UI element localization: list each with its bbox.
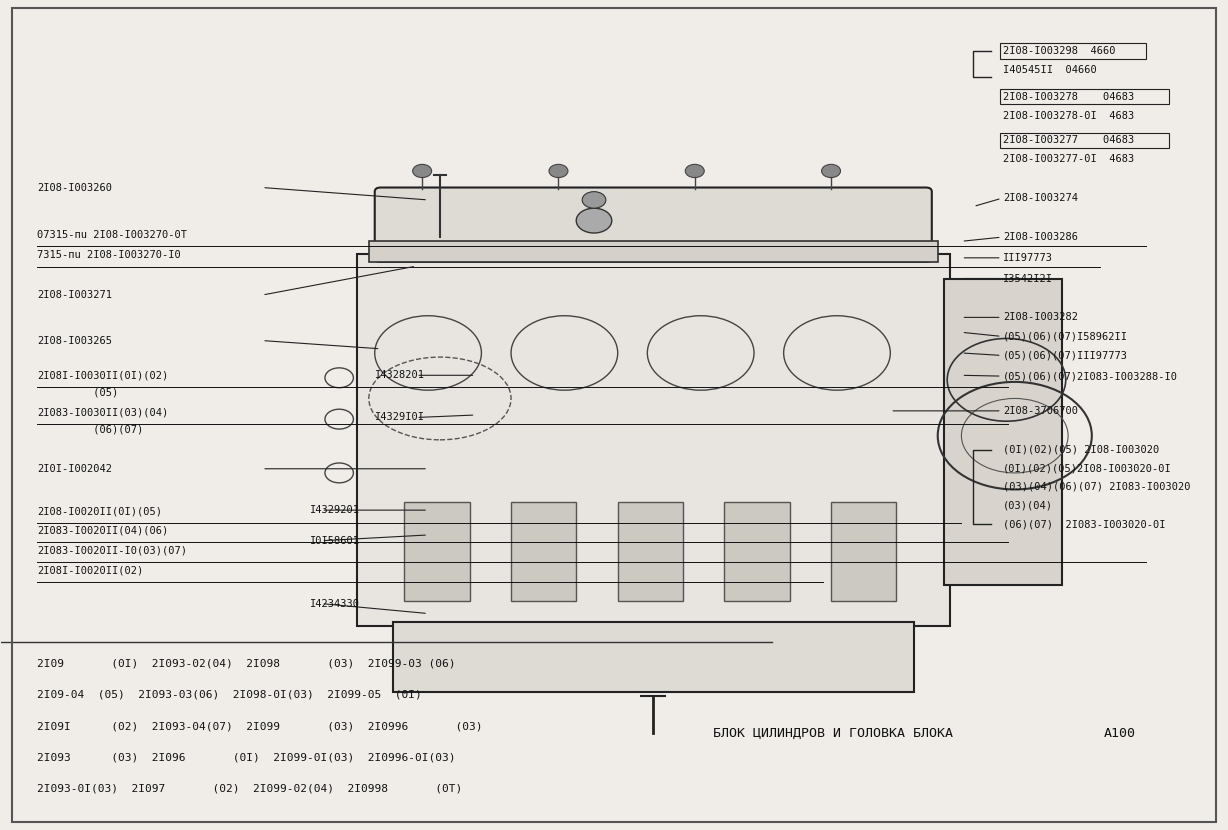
Bar [725,502,790,601]
Text: (0I)(02)(05)2I08-I003020-0I: (0I)(02)(05)2I08-I003020-0I [1003,464,1172,474]
Text: (06)(07)  2I083-I003020-0I: (06)(07) 2I083-I003020-0I [1003,520,1165,530]
Bar [1001,43,1146,59]
Text: (05)(06)(07)I58962II: (05)(06)(07)I58962II [1003,331,1127,341]
Text: 2I08-I003298  4660: 2I08-I003298 4660 [1003,46,1115,56]
Circle shape [685,164,704,178]
Bar [404,502,469,601]
Text: 07315-пu 2I08-I003270-0T: 07315-пu 2I08-I003270-0T [37,230,187,240]
Text: I40545II  04660: I40545II 04660 [1003,65,1097,75]
Text: (03)(04): (03)(04) [1003,501,1052,511]
Text: 2I093-0I(03)  2I097       (02)  2I099-02(04)  2I0998       (0T): 2I093-0I(03) 2I097 (02) 2I099-02(04) 2I0… [37,784,462,794]
Text: I4234330: I4234330 [309,598,360,608]
Text: III97773: III97773 [1003,253,1052,263]
Text: 7315-пu 2I08-I003270-I0: 7315-пu 2I08-I003270-I0 [37,251,181,261]
Bar [831,502,896,601]
FancyBboxPatch shape [943,279,1062,584]
FancyBboxPatch shape [357,254,949,626]
Text: I4329I0I: I4329I0I [375,413,425,422]
Text: 2I093      (03)  2I096       (0I)  2I099-0I(03)  2I0996-0I(03): 2I093 (03) 2I096 (0I) 2I099-0I(03) 2I099… [37,753,456,763]
Circle shape [549,164,567,178]
Text: 2I08-I003286: 2I08-I003286 [1003,232,1078,242]
Circle shape [413,164,431,178]
Text: (05): (05) [37,388,118,398]
Text: 2I08-I003265: 2I08-I003265 [37,335,112,345]
FancyBboxPatch shape [375,188,932,262]
Text: 2I09I      (02)  2I093-04(07)  2I099       (03)  2I0996       (03): 2I09I (02) 2I093-04(07) 2I099 (03) 2I099… [37,721,483,731]
Text: 2I08I-I0020II(02): 2I08I-I0020II(02) [37,565,144,575]
Text: 2I08-I003278-0I  4683: 2I08-I003278-0I 4683 [1003,110,1135,120]
Text: 2I09       (0I)  2I093-02(04)  2I098       (03)  2I099-03 (06): 2I09 (0I) 2I093-02(04) 2I098 (03) 2I099-… [37,658,456,668]
Text: (05)(06)(07)III97773: (05)(06)(07)III97773 [1003,350,1127,360]
Bar [511,502,576,601]
Text: (0I)(02)(05) 2I08-I003020: (0I)(02)(05) 2I08-I003020 [1003,445,1159,455]
Text: 2I08-I003282: 2I08-I003282 [1003,312,1078,322]
Text: 2I08-I003271: 2I08-I003271 [37,290,112,300]
Text: (03)(04)(06)(07) 2I083-I003020: (03)(04)(06)(07) 2I083-I003020 [1003,482,1190,492]
Text: I4329201: I4329201 [309,505,360,515]
Text: (05)(06)(07)2I083-I003288-I0: (05)(06)(07)2I083-I003288-I0 [1003,371,1178,381]
Circle shape [582,192,605,208]
Bar [618,502,683,601]
Text: 2I08-I0020II(0I)(05): 2I08-I0020II(0I)(05) [37,507,162,517]
Text: 2I08-I003260: 2I08-I003260 [37,183,112,193]
Text: I3542I2I: I3542I2I [1003,274,1052,284]
Bar [1001,89,1169,105]
FancyBboxPatch shape [368,242,938,262]
Text: A100: A100 [1104,727,1136,740]
Circle shape [576,208,612,233]
Text: 2I08-I003277-0I  4683: 2I08-I003277-0I 4683 [1003,154,1135,164]
Text: БЛОК ЦИЛИНДРОВ И ГОЛОВКА БЛОКА: БЛОК ЦИЛИНДРОВ И ГОЛОВКА БЛОКА [712,727,953,740]
Text: 2I083-I0030II(03)(04): 2I083-I0030II(03)(04) [37,408,168,417]
Text: I0I58601: I0I58601 [309,535,360,546]
Text: I4328201: I4328201 [375,370,425,380]
Circle shape [822,164,840,178]
Text: 2I09-04  (05)  2I093-03(06)  2I098-0I(03)  2I099-05  (0I): 2I09-04 (05) 2I093-03(06) 2I098-0I(03) 2… [37,690,421,700]
Text: 2I08-I003277    04683: 2I08-I003277 04683 [1003,135,1135,145]
Bar [1001,133,1169,148]
Text: 2I08-3706700: 2I08-3706700 [1003,406,1078,416]
Text: 2I08-I003274: 2I08-I003274 [1003,193,1078,203]
Text: 2I083-I0020II(04)(06): 2I083-I0020II(04)(06) [37,526,168,536]
Text: 2I0I-I002042: 2I0I-I002042 [37,464,112,474]
Text: 2I083-I0020II-I0(03)(07): 2I083-I0020II-I0(03)(07) [37,545,187,555]
Text: (06)(07): (06)(07) [37,425,144,435]
FancyBboxPatch shape [393,622,914,692]
Text: 2I08-I003278    04683: 2I08-I003278 04683 [1003,91,1135,101]
Text: 2I08I-I0030II(0I)(02): 2I08I-I0030II(0I)(02) [37,370,168,380]
